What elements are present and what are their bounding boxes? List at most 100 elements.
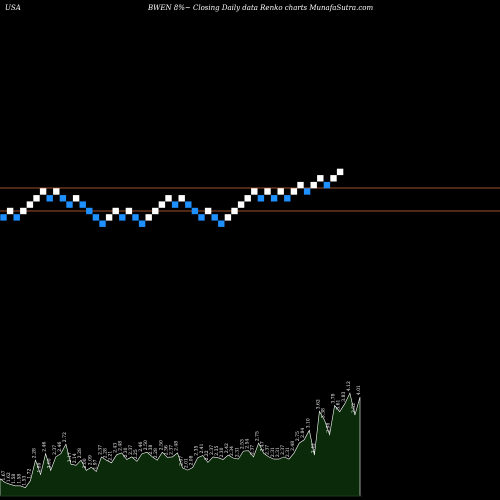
volume-label: 2.54 [245,439,251,449]
volume-label: 2.42 [224,443,230,453]
volume-label: 2.48 [290,441,296,451]
renko-brick-up [224,214,232,221]
volume-label: 2.36 [163,445,169,455]
volume-label: 2.31 [234,447,240,457]
renko-brick-up [20,207,27,215]
volume-label: 2.48 [118,441,124,451]
volume-label: 2.28 [103,448,109,458]
renko-bricks [0,168,344,227]
volume-label: 3.38 [321,408,327,418]
volume-label: 2.34 [229,446,235,456]
renko-brick-down [46,195,53,202]
renko-brick-down [99,220,106,227]
volume-label: 2.38 [148,444,154,454]
renko-brick-down [270,195,278,202]
renko-brick-down [185,201,192,208]
volume-label: 4.12 [346,381,352,391]
renko-brick-up [145,214,152,221]
volume-label: 2.22 [204,450,210,460]
volume-label: 4.01 [356,385,362,395]
volume-label: 3.61 [336,400,342,410]
volume-label: 2.47 [260,441,266,451]
volume-label: 1.53 [21,475,27,485]
volume-label: 2.30 [219,447,225,457]
volume-label: 2.25 [133,449,139,459]
volume-label: 3.83 [341,392,347,402]
volume-label: 1.58 [16,474,22,484]
volume-label: 2.08 [189,455,195,465]
volume-label: 1.67 [1,470,7,480]
renko-brick-up [72,195,80,202]
renko-brick-down [66,201,73,208]
volume-label: 2.98 [326,423,332,433]
renko-brick-down [211,214,218,221]
renko-brick-up [330,175,337,182]
volume-label: 2.14 [72,453,78,463]
renko-brick-up [231,207,238,215]
volume-label: 1.72 [26,469,32,479]
renko-brick-down [257,195,265,202]
volume-label: 1.62 [6,472,12,482]
chart-title: BWEN 8%~ Closing Daily data Renko charts… [147,4,373,12]
renko-brick-up [152,207,159,215]
volume-label: 2.42 [310,443,316,453]
volume-label: 2.35 [214,446,220,456]
volume-label: 2.00 [47,458,53,468]
renko-brick-up [112,207,119,215]
volume-label: 2.75 [255,431,261,441]
renko-brick-down [303,188,311,195]
renko-brick-up [125,207,133,215]
level-lines [0,187,500,212]
renko-brick-up [297,181,304,189]
renko-brick-up [251,188,258,195]
volume-label: 2.30 [123,447,129,457]
volume-label: 2.37 [52,445,58,455]
renko-brick-up [26,201,34,208]
volume-label: 2.09 [87,455,93,465]
volume-label: 2.28 [153,448,159,458]
renko-brick-down [132,214,139,221]
volume-label: 2.46 [57,442,63,452]
volume-label: 2.48 [174,441,180,451]
volume-label: 2.46 [42,442,48,452]
renko-brick-up [165,195,172,202]
volume-label: 3.10 [305,418,311,428]
renko-brick-up [204,207,212,215]
renko-brick-down [171,201,179,208]
renko-brick-up [158,201,166,208]
renko-brick-up [264,188,271,195]
renko-brick-down [86,207,93,215]
volume-label: 2.53 [239,439,245,449]
renko-brick-up [105,214,113,221]
volume-label: 2.35 [194,446,200,456]
renko-brick-up [178,195,185,202]
volume-label: 2.00 [82,458,88,468]
renko-brick-down [0,214,7,221]
volume-label: 2.72 [62,432,68,442]
volume-label: 2.50 [143,440,149,450]
volume-label: 2.31 [285,447,291,457]
volume-label: 3.78 [331,393,337,403]
volume-label: 1.89 [37,462,43,472]
volume-label: 2.37 [97,445,103,455]
renko-brick-down [198,214,205,221]
volume-label: 2.37 [280,445,286,455]
country-label: USA [5,4,21,12]
volume-label: 2.84 [300,428,306,438]
renko-brick-up [53,188,60,195]
volume-label: 2.37 [250,445,256,455]
volume-label: 2.46 [138,442,144,452]
volume-label: 1.58 [11,474,17,484]
volume-label: 2.31 [270,447,276,457]
renko-brick-up [277,188,284,195]
volume-label: 3.52 [351,403,357,413]
renko-brick-down [119,214,126,221]
renko-brick-down [218,220,225,227]
renko-brick-up [39,188,47,195]
volume-label: 2.37 [209,445,215,455]
renko-brick-up [6,207,14,215]
volume-label: 2.31 [275,447,281,457]
renko-brick-up [336,168,344,176]
